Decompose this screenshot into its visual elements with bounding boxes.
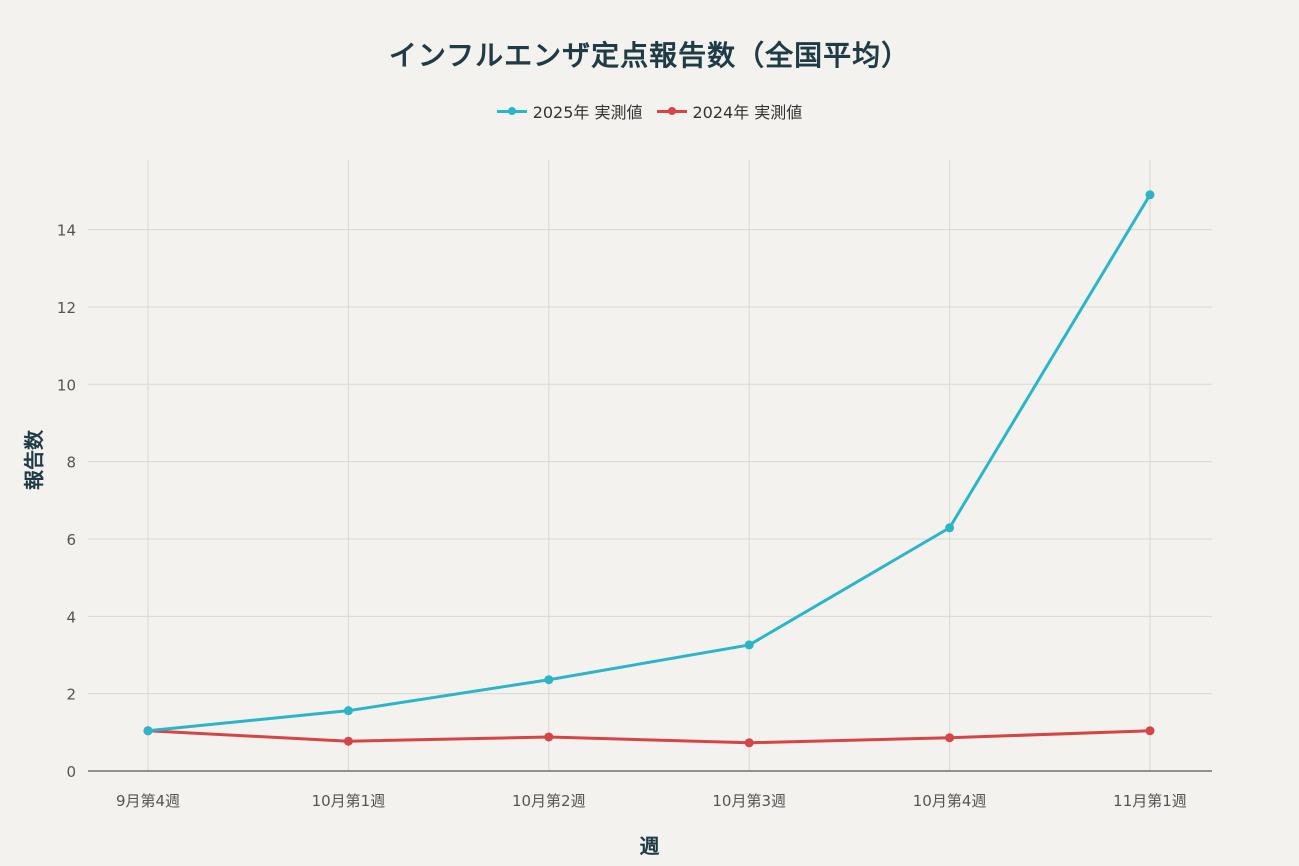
y-tick-label: 10 — [57, 376, 76, 394]
x-tick-label: 9月第4週 — [116, 792, 180, 810]
legend-item-2025[interactable]: 2025年 実測値 — [496, 99, 643, 123]
y-axis-title: 報告数 — [22, 430, 46, 490]
data-point — [343, 736, 353, 746]
x-axis-title: 週 — [639, 834, 660, 858]
y-tick-label: 14 — [57, 222, 76, 240]
legend-label-2025: 2025年 実測値 — [532, 103, 643, 122]
data-point — [945, 733, 955, 743]
x-tick-label: 10月第3週 — [712, 792, 786, 810]
data-point — [343, 706, 353, 716]
legend-swatch-2025 — [496, 104, 527, 118]
series-line-0 — [146, 193, 1152, 733]
chart-title: インフルエンザ定点報告数（全国平均） — [388, 39, 911, 72]
y-tick-label: 4 — [66, 608, 76, 626]
x-tick-label: 10月第1週 — [312, 792, 386, 810]
x-tick-label: 11月第1週 — [1113, 792, 1187, 810]
data-point — [143, 726, 153, 736]
legend-swatch-2024 — [656, 104, 687, 118]
data-point — [744, 738, 754, 748]
legend-label-2024: 2024年 実測値 — [692, 103, 803, 122]
y-tick-label: 0 — [66, 763, 76, 781]
data-point — [544, 732, 554, 742]
data-point — [544, 675, 554, 685]
data-point — [744, 640, 754, 650]
data-point — [1145, 726, 1155, 736]
y-tick-label: 6 — [66, 531, 76, 549]
x-tick-label: 10月第4週 — [913, 792, 987, 810]
y-tick-label: 2 — [66, 686, 76, 704]
y-tick-label: 12 — [57, 299, 76, 317]
legend: 2025年 実測値 2024年 実測値 — [0, 99, 1299, 123]
legend-item-2024[interactable]: 2024年 実測値 — [656, 99, 803, 123]
series-line-1 — [146, 729, 1152, 745]
data-point — [1145, 190, 1155, 200]
x-tick-label: 10月第2週 — [512, 792, 586, 810]
data-point — [945, 523, 955, 533]
y-tick-label: 8 — [66, 454, 76, 472]
